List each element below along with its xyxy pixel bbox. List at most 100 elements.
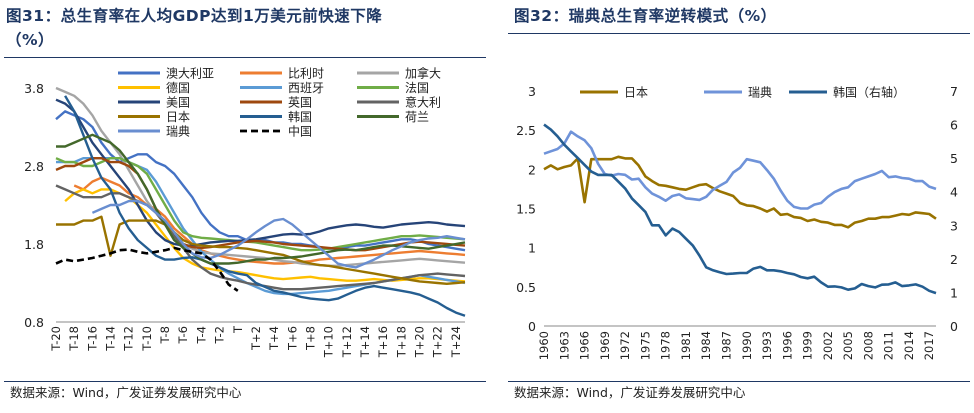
legend-label: 德国	[166, 80, 190, 95]
x-tick-label: T+20	[413, 326, 427, 358]
x-tick-label: 1978	[659, 331, 673, 360]
x-tick-label: T+8	[304, 326, 318, 351]
series-line-2	[543, 123, 937, 295]
y-left-tick-label: 2.5	[516, 123, 536, 138]
y-tick-label: 1.8	[24, 237, 44, 252]
series-line-1	[543, 130, 937, 210]
y-left-tick-label: 1.5	[516, 202, 536, 217]
x-tick-label: T+22	[431, 326, 445, 358]
legend-label: 瑞典	[166, 125, 190, 139]
series-line-11	[56, 133, 466, 265]
right-line-chart: 0 0.5 1 1.5 2 2.5 3 0 1 2 3 4 5 6 7 1960 1963 1966 1969 197…	[516, 84, 958, 360]
left-source-rule	[4, 381, 486, 382]
left-title-line2: （%）	[6, 31, 55, 49]
series-line-1	[73, 176, 466, 265]
series-line-10	[64, 95, 466, 317]
y-right-tick-label: 6	[950, 118, 958, 133]
legend-label: 加拿大	[405, 66, 441, 81]
legend-label: 英国	[288, 96, 312, 110]
x-tick-label: T	[231, 325, 245, 334]
left-title-rule	[4, 57, 486, 58]
x-tick-label: 2017	[922, 331, 936, 360]
legend-label: 日本	[166, 110, 190, 124]
x-tick-label: T+12	[340, 326, 354, 358]
y-left-tick-label: 1	[528, 241, 536, 256]
y-right-tick-label: 1	[950, 285, 958, 300]
legend-label: 西班牙	[288, 81, 324, 95]
x-tick-label: T-8	[158, 326, 172, 344]
series-line-13	[55, 246, 239, 292]
legend-label: 意大利	[405, 95, 441, 110]
y-left-tick-label: 0.5	[516, 280, 536, 295]
y-tick-label: 0.8	[24, 315, 44, 330]
x-tick-label: T+10	[322, 326, 336, 358]
x-tick-label: 2005	[841, 331, 855, 360]
x-tick-label: 2002	[821, 331, 835, 360]
legend-label: 日本	[624, 86, 648, 100]
series-line-5	[55, 157, 466, 252]
series-line-6	[55, 98, 466, 247]
legend-label: 韩国	[288, 109, 312, 124]
x-tick-label: 1972	[618, 331, 632, 360]
y-left-tick-label: 0	[528, 319, 536, 334]
legend-label: 比利时	[288, 67, 324, 81]
y-right-tick-label: 4	[950, 185, 958, 200]
y-right-tick-label: 2	[950, 252, 958, 267]
y-right-tick-label: 0	[950, 319, 958, 334]
x-tick-label: 1975	[638, 331, 652, 360]
y-tick-label: 3.8	[24, 81, 44, 96]
series-line-9	[56, 215, 466, 285]
y-right-tick-label: 3	[950, 218, 958, 233]
x-tick-label: 2011	[882, 331, 896, 360]
y-right-tick-label: 7	[950, 84, 958, 99]
left-line-chart: 0.8 1.8 2.8 3.8 T-20 T-18 T-16 T-14 T-12 T-10 T-8 T…	[24, 66, 466, 358]
x-tick-label: 1981	[679, 331, 693, 360]
x-tick-label: 1960	[537, 331, 551, 360]
right-source-rule	[508, 381, 970, 382]
series-line-2	[55, 86, 466, 267]
left-chart-title: 图31：总生育率在人均GDP达到1万美元前快速下降 （%）	[6, 4, 382, 52]
x-tick-label: 1987	[720, 331, 734, 360]
y-tick-label: 2.8	[24, 159, 44, 174]
x-tick-label: 1999	[801, 331, 815, 360]
x-tick-label: 1993	[760, 331, 774, 360]
x-tick-label: 1966	[578, 331, 592, 360]
left-source-note: 数据来源：Wind，广发证券发展研究中心	[10, 385, 242, 400]
x-tick-label: 1996	[780, 331, 794, 360]
x-tick-label: T-6	[176, 326, 190, 344]
y-right-tick-label: 5	[950, 151, 958, 166]
legend-label: 中国	[288, 124, 312, 139]
y-left-tick-label: 3	[528, 84, 536, 99]
legend-label: 瑞典	[748, 86, 772, 100]
x-tick-label: T-4	[194, 326, 208, 344]
x-tick-label: T-12	[122, 326, 136, 352]
right-panel: 图32：瑞典总生育率逆转模式（%） 0 0.5 1 1.5 2 2.5 3 0 1 2 3 4 5 6 7 1…	[504, 0, 974, 413]
legend-label: 荷兰	[405, 110, 429, 124]
x-tick-label: 1984	[699, 331, 713, 360]
x-tick-label: T+14	[358, 326, 372, 358]
x-tick-label: T-14	[104, 326, 118, 352]
x-tick-label: 1969	[598, 331, 612, 360]
x-tick-label: T+4	[267, 326, 281, 351]
y-left-tick-label: 2	[528, 162, 536, 177]
series-line-0	[543, 155, 937, 229]
legend-label: 法国	[405, 81, 429, 95]
x-tick-label: 1963	[557, 331, 571, 360]
x-tick-label: 1990	[740, 331, 754, 360]
x-tick-label: T+6	[285, 326, 299, 351]
x-tick-label: T+18	[394, 326, 408, 358]
x-tick-label: T-2	[213, 326, 227, 344]
legend-label: 韩国（右轴）	[833, 85, 905, 100]
legend-label: 澳大利亚	[166, 67, 214, 81]
left-title-line1: 图31：总生育率在人均GDP达到1万美元前快速下降	[6, 7, 383, 25]
x-tick-label: T-20	[49, 326, 63, 352]
right-chart-title: 图32：瑞典总生育率逆转模式（%）	[514, 7, 777, 25]
left-panel: 图31：总生育率在人均GDP达到1万美元前快速下降 （%） 0.8 1.8 2.8 3…	[4, 4, 486, 400]
x-tick-label: T-10	[140, 326, 154, 352]
series-line-4	[56, 157, 466, 296]
series-line-12	[91, 199, 466, 269]
x-tick-label: T+2	[249, 326, 263, 351]
x-tick-label: T+24	[449, 326, 463, 358]
x-tick-label: T-16	[85, 326, 99, 352]
right-source-note: 数据来源：Wind，广发证券发展研究中心	[514, 385, 746, 400]
